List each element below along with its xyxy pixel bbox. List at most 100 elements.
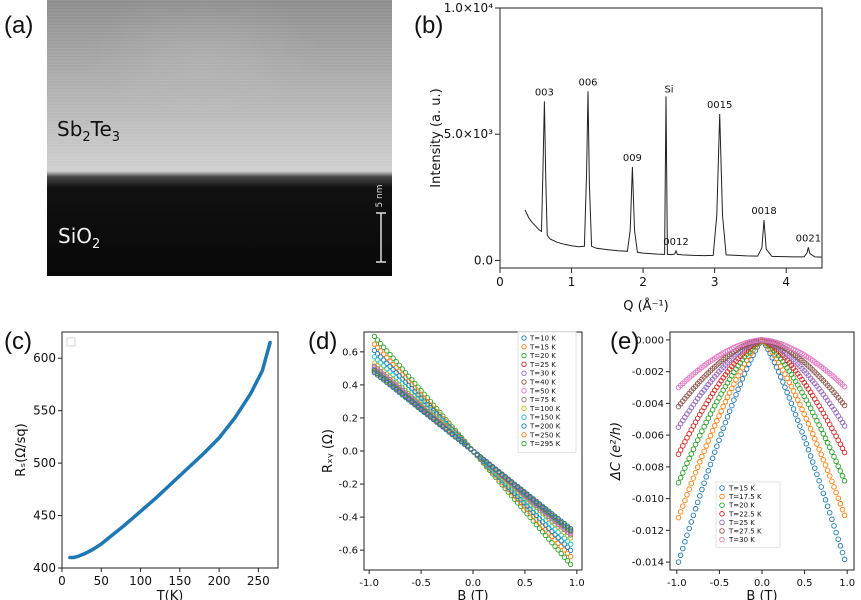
resistance-curve (68, 340, 272, 560)
y-tick-label: 0.0 (474, 253, 493, 267)
data-point (816, 422, 822, 428)
data-point (697, 432, 703, 439)
data-point (415, 388, 421, 395)
data-point (381, 377, 387, 383)
data-point (795, 417, 801, 424)
data-point (818, 451, 824, 458)
data-point (514, 483, 521, 490)
x-tick-label: 0.0 (754, 578, 770, 589)
data-point (427, 402, 434, 408)
data-point (390, 377, 396, 383)
y-axis-title: Rₓᵧ (Ω) (321, 429, 336, 473)
data-point (694, 437, 701, 443)
x-tick-label: 250 (247, 574, 270, 588)
data-point (839, 506, 846, 513)
data-point (795, 397, 801, 403)
data-point (546, 536, 552, 542)
data-point (777, 374, 784, 380)
y-tick-label: -0.014 (632, 558, 664, 569)
x-tick-label: 1.0 (839, 578, 855, 589)
data-point (549, 540, 555, 546)
data-point (443, 416, 449, 423)
data-point (799, 429, 805, 435)
data-point (567, 553, 574, 560)
x-tick-label: 2 (639, 275, 647, 289)
data-point (377, 360, 384, 366)
x-axis-title: B (T) (746, 589, 777, 600)
data-point (714, 443, 720, 449)
data-point (558, 532, 564, 538)
data-point (699, 428, 705, 434)
legend-marker (719, 528, 725, 534)
data-point (709, 407, 716, 413)
xrd-frame (499, 7, 823, 269)
data-point (835, 437, 841, 443)
data-point (737, 381, 744, 387)
y-tick-label: 0.000 (635, 335, 664, 346)
data-point (412, 385, 418, 391)
data-point (711, 423, 718, 429)
data-point (803, 441, 810, 447)
data-point (374, 337, 381, 343)
data-point (505, 476, 511, 482)
data-point (686, 486, 692, 492)
data-point (552, 521, 558, 527)
data-point (384, 348, 390, 354)
peak-label: 0021 (796, 233, 821, 244)
data-point (709, 455, 716, 462)
data-point (377, 354, 384, 360)
data-point (518, 486, 524, 492)
data-point (703, 419, 709, 426)
data-point (782, 384, 788, 390)
data-point (374, 369, 381, 375)
data-point (824, 440, 831, 446)
data-point (440, 424, 446, 430)
data-point (412, 392, 418, 399)
data-point (371, 341, 378, 347)
data-point (675, 451, 682, 457)
data-point (552, 543, 558, 549)
data-point (471, 449, 477, 455)
data-point (521, 503, 527, 509)
data-point (468, 446, 474, 452)
data-point (561, 541, 568, 547)
data-point (530, 513, 536, 519)
data-point (699, 486, 705, 493)
data-point (567, 547, 574, 554)
y-tick-label: -0.002 (632, 367, 664, 378)
data-point (530, 509, 536, 516)
legend-marker (521, 405, 527, 412)
data-point (797, 401, 803, 408)
data-point (424, 401, 430, 408)
data-point (527, 502, 533, 509)
data-point (371, 366, 378, 373)
data-point (709, 427, 716, 434)
data-point (549, 511, 555, 517)
data-point (418, 407, 424, 413)
data-point (711, 449, 718, 455)
data-point (812, 436, 818, 442)
data-point (831, 523, 837, 529)
data-point (837, 501, 844, 507)
legend-marker (719, 485, 725, 491)
data-point (831, 453, 837, 460)
data-point (511, 496, 518, 502)
data-point (449, 431, 455, 438)
data-point (427, 414, 434, 420)
data-point (701, 480, 707, 486)
data-point (424, 411, 430, 418)
data-point (409, 389, 415, 396)
data-point (705, 467, 712, 474)
data-point (699, 453, 705, 460)
data-point (567, 561, 574, 568)
y-tick-label: -0.2 (338, 480, 358, 491)
data-point (374, 370, 381, 377)
legend-marker (521, 370, 527, 376)
data-point (558, 521, 564, 527)
data-point (814, 441, 820, 447)
series-T-27-5-K (675, 337, 848, 410)
legend (517, 331, 577, 453)
data-point (377, 348, 384, 354)
data-point (841, 383, 848, 390)
data-point (805, 401, 812, 407)
